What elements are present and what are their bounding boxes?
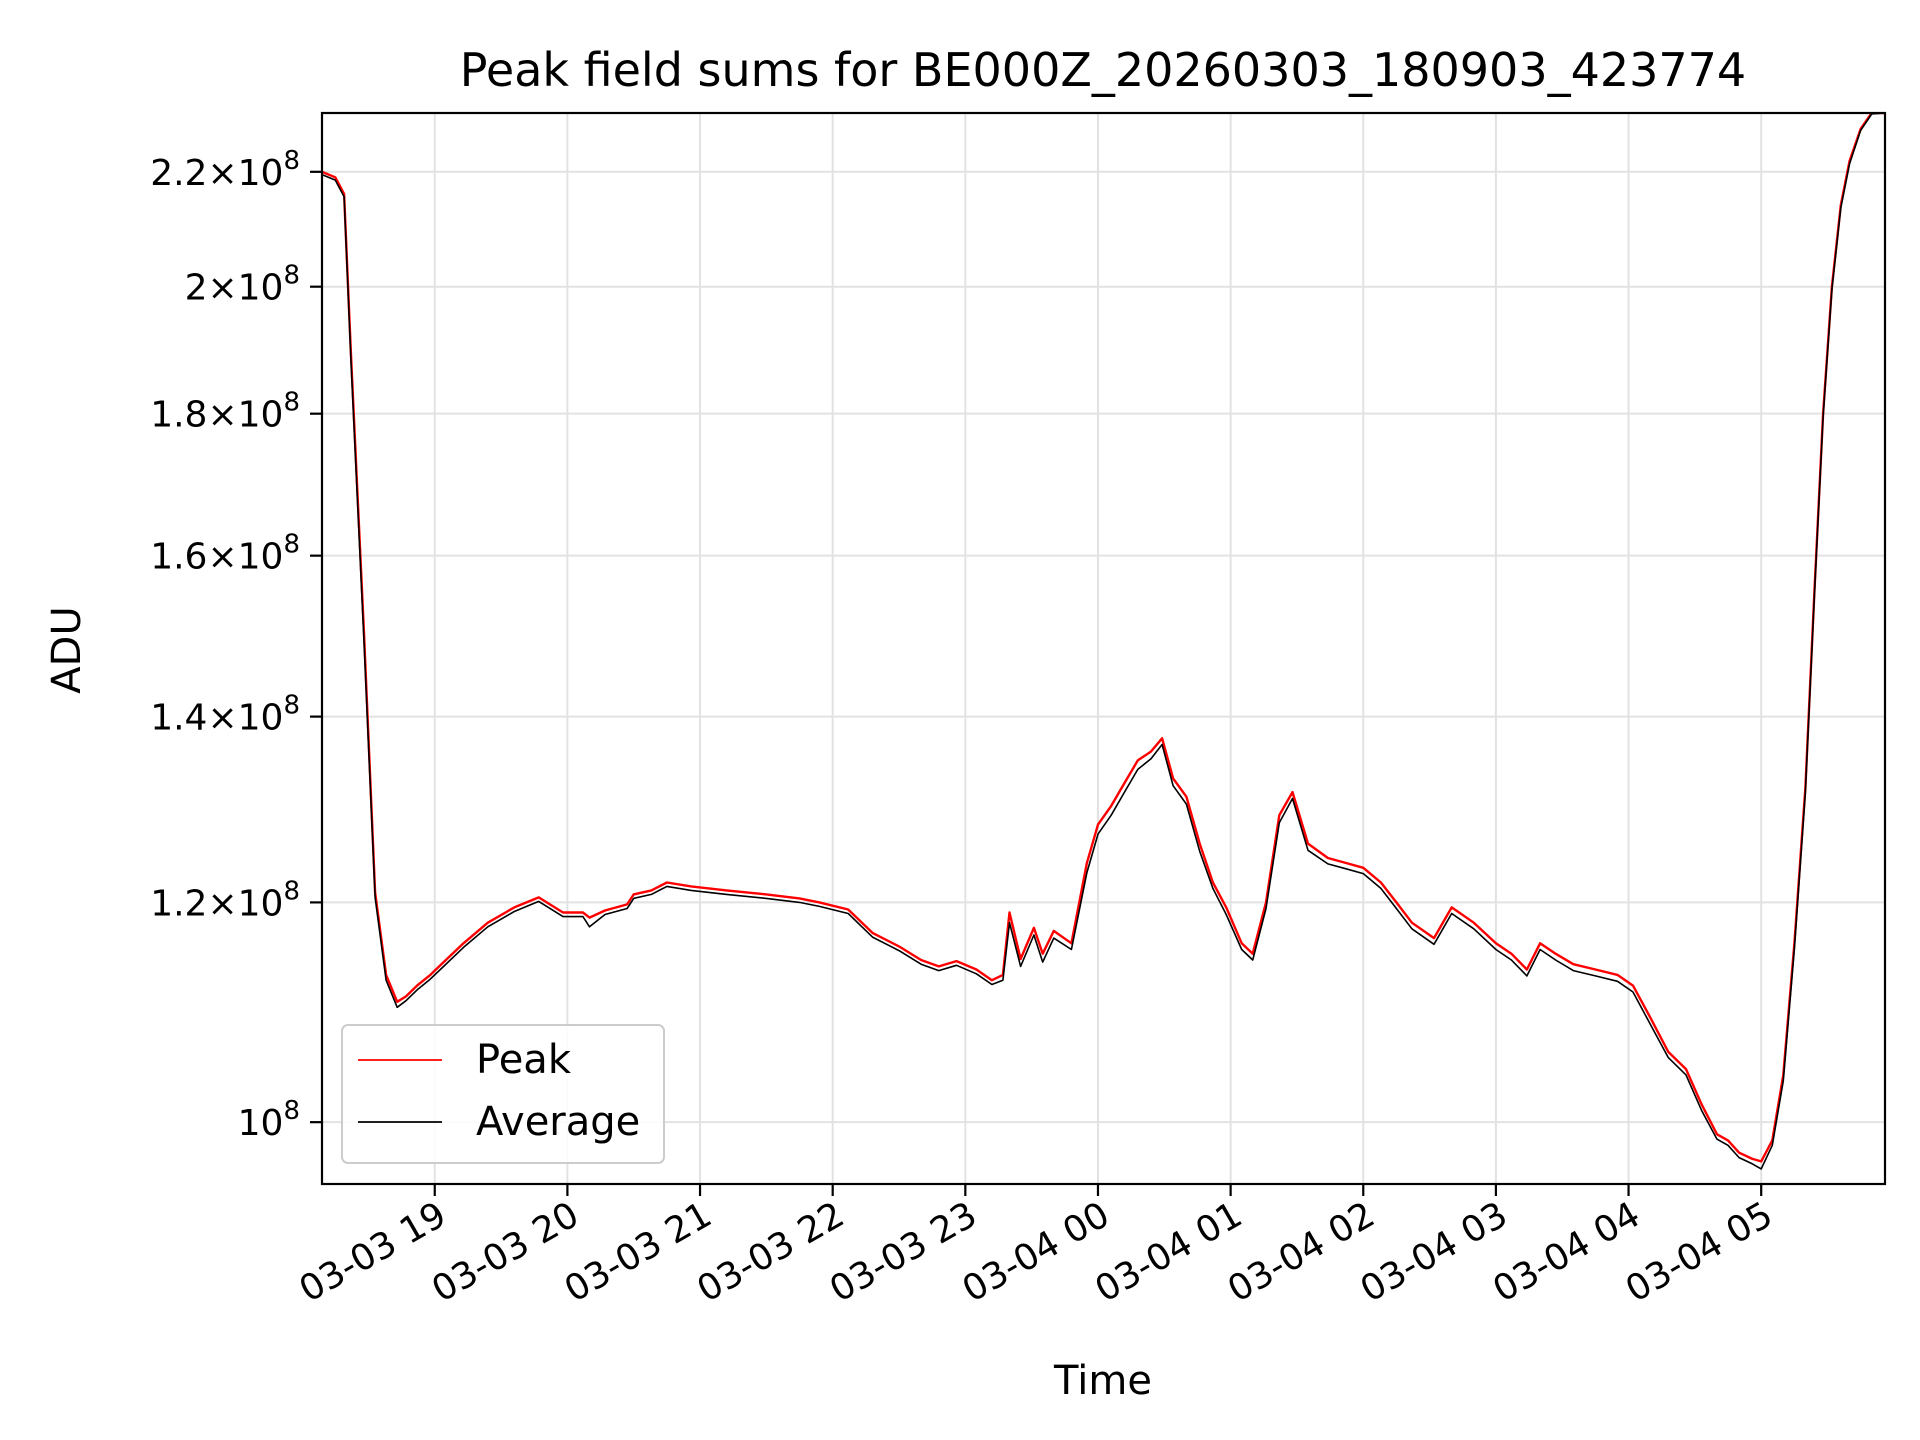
y-tick-exponent: 8	[283, 388, 300, 418]
y-tick-exponent: 8	[283, 146, 300, 176]
y-tick-mantissa: 1.6	[150, 537, 207, 578]
series-layer	[322, 113, 1885, 1170]
y-tick-times: ×	[207, 395, 237, 436]
y-tick-mantissa: 2.2	[150, 153, 207, 194]
y-tick-exponent: 8	[283, 261, 300, 291]
x-tick-label: 03-04 01	[1088, 1194, 1249, 1310]
y-tick-exponent: 8	[283, 1096, 300, 1126]
y-tick-exponent: 8	[283, 691, 300, 721]
y-tick-base: 10	[238, 268, 284, 309]
y-tick-times: ×	[207, 698, 237, 739]
x-axis-label: Time	[1053, 1358, 1152, 1404]
x-tick-label: 03-03 23	[823, 1194, 984, 1310]
legend-label-average: Average	[476, 1099, 640, 1145]
x-tick-label: 03-03 19	[293, 1194, 454, 1310]
series-line-peak	[322, 113, 1885, 1163]
legend: Peak Average	[341, 1024, 665, 1164]
y-tick-mantissa: 1.4	[150, 698, 207, 739]
y-tick-base: 10	[238, 1103, 284, 1144]
y-tick-label: 2.2×108	[150, 146, 300, 194]
y-axis-label: ADU	[44, 606, 90, 693]
y-tick-times: ×	[207, 268, 237, 309]
plot-area-frame	[320, 111, 1887, 1186]
y-tick-base: 10	[238, 153, 284, 194]
y-tick-label: 1.2×108	[150, 876, 300, 924]
chart-title: Peak field sums for BE000Z_20260303_1809…	[460, 43, 1746, 97]
y-tick-label: 1.6×108	[150, 530, 300, 578]
y-tick-base: 10	[238, 698, 284, 739]
y-tick-label: 108	[238, 1096, 300, 1144]
x-tick-label: 03-03 20	[425, 1194, 586, 1310]
x-tick-label: 03-04 00	[956, 1194, 1117, 1310]
y-tick-times: ×	[207, 153, 237, 194]
legend-label-peak: Peak	[476, 1037, 572, 1083]
y-tick-mantissa: 1.2	[150, 883, 207, 924]
x-tick-label: 03-03 21	[558, 1194, 719, 1310]
y-tick-label: 1.8×108	[150, 388, 300, 436]
y-tick-exponent: 8	[283, 530, 300, 560]
x-tick-label: 03-04 02	[1221, 1194, 1382, 1310]
x-tick-label: 03-03 22	[691, 1194, 852, 1310]
y-tick-label: 2×108	[185, 261, 300, 309]
y-tick-mantissa: 1.8	[150, 395, 207, 436]
y-tick-exponent: 8	[283, 876, 300, 906]
y-tick-base: 10	[238, 537, 284, 578]
y-tick-times: ×	[207, 883, 237, 924]
y-tick-base: 10	[238, 883, 284, 924]
y-tick-times: ×	[207, 537, 237, 578]
y-tick-label: 1.4×108	[150, 691, 300, 739]
series-line-average	[322, 113, 1885, 1170]
x-tick-label: 03-04 04	[1486, 1194, 1647, 1310]
y-tick-base: 10	[238, 395, 284, 436]
x-tick-label: 03-04 03	[1354, 1194, 1515, 1310]
y-tick-mantissa: 2	[185, 268, 208, 309]
x-tick-label: 03-04 05	[1619, 1194, 1780, 1310]
